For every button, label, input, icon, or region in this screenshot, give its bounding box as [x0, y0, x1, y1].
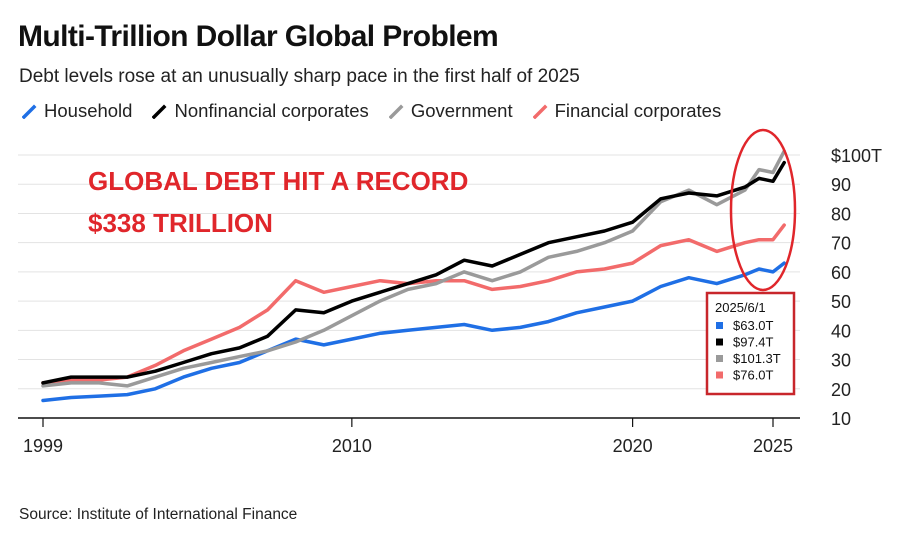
y-tick-label: $100T — [831, 146, 882, 166]
x-tick-label: 2020 — [613, 436, 653, 456]
gridlines — [18, 154, 800, 390]
y-axis-ticks: 10 20 30 40 50 60 70 80 90 $100T — [831, 146, 882, 429]
y-tick-label: 80 — [831, 204, 851, 224]
legend-slash-icon-financial-corporates — [532, 104, 548, 119]
legend-label-government: Government — [410, 100, 513, 121]
highlight-ellipse — [729, 128, 797, 292]
y-tick-label: 90 — [831, 175, 851, 195]
legend-item-financial-corporates[interactable]: Financial corporates — [532, 100, 722, 122]
x-tick-label: 2025 — [753, 436, 793, 456]
tooltip-value: $76.0T — [733, 368, 774, 383]
source-note: Source: Institute of International Finan… — [19, 506, 298, 523]
tooltip-date: 2025/6/1 — [715, 300, 766, 315]
y-tick-label: 30 — [831, 351, 851, 371]
chart-legend: Household Nonfinancial corporates Govern… — [22, 100, 741, 122]
series-line-household[interactable] — [41, 261, 786, 403]
x-tick-label: 1999 — [23, 436, 63, 456]
y-tick-label: 50 — [831, 292, 851, 312]
series-line-nonfinancial-corporates[interactable] — [41, 160, 786, 385]
y-tick-label: 20 — [831, 380, 851, 400]
tooltip-swatch — [716, 338, 723, 346]
series-line-financial-corporates[interactable] — [41, 223, 786, 385]
y-tick-label: 40 — [831, 321, 851, 341]
legend-item-government[interactable]: Government — [388, 100, 513, 122]
y-tick-label: 60 — [831, 263, 851, 283]
legend-label-household: Household — [44, 100, 133, 121]
legend-label-nonfinancial-corporates: Nonfinancial corporates — [174, 100, 369, 121]
legend-item-household[interactable]: Household — [22, 100, 132, 122]
legend-item-nonfinancial-corporates[interactable]: Nonfinancial corporates — [152, 100, 369, 122]
chart-title: Multi-Trillion Dollar Global Problem — [18, 20, 499, 53]
tooltip-box: 2025/6/1 $63.0T $97.4T$101.3T $76.0T — [705, 291, 796, 396]
legend-slash-icon-household — [22, 104, 37, 119]
series-lines — [41, 149, 786, 403]
annotation-line-1: GLOBAL DEBT HIT A RECORD — [88, 166, 468, 196]
tooltip-swatch — [716, 322, 723, 329]
x-tick-label: 2010 — [332, 436, 372, 456]
tooltip-value: $97.4T — [733, 335, 774, 350]
x-axis: 1999 2010 2020 2025 — [18, 417, 800, 456]
tooltip-value: $101.3T — [733, 351, 781, 366]
annotation-line-2: $338 TRILLION — [88, 208, 273, 238]
legend-slash-icon-nonfinancial-corporates — [152, 104, 167, 119]
legend-label-financial-corporates: Financial corporates — [554, 100, 722, 121]
y-tick-label: 70 — [831, 234, 851, 254]
tooltip-swatch — [716, 355, 723, 362]
y-tick-label: 10 — [831, 409, 851, 429]
tooltip-value: $63.0T — [733, 318, 774, 333]
chart-subtitle: Debt levels rose at an unusually sharp p… — [19, 66, 580, 87]
legend-slash-icon-government — [388, 104, 404, 119]
tooltip-swatch — [716, 371, 723, 379]
